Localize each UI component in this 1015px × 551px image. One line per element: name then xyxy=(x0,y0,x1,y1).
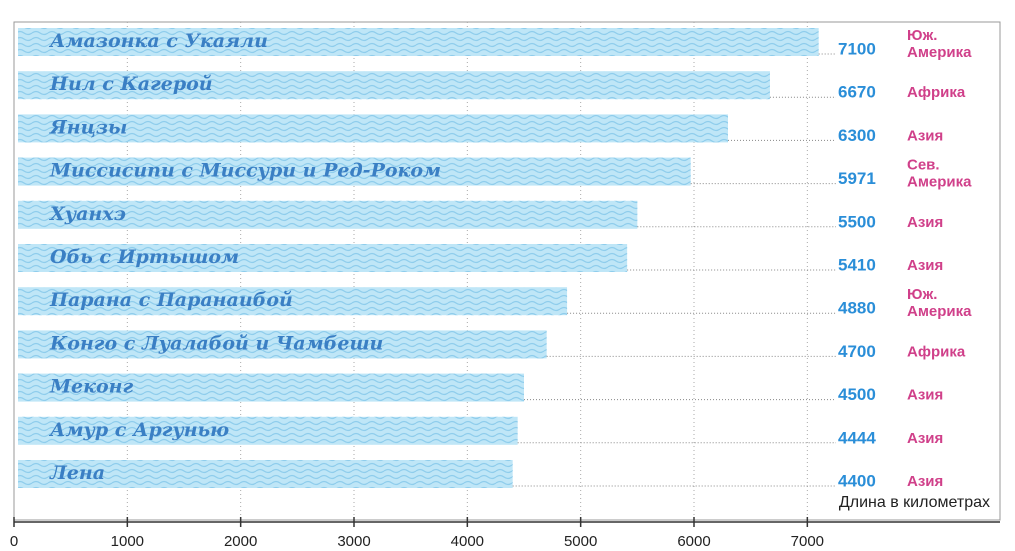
bar-texture xyxy=(18,330,547,359)
x-axis-label: Длина в километрах xyxy=(839,494,990,511)
river-name: Амазонка с Укаяли xyxy=(48,30,268,52)
value-label: 5410 xyxy=(838,255,876,274)
continent-label: Америка xyxy=(907,174,972,191)
x-tick-label: 7000 xyxy=(791,533,824,550)
plot-frame xyxy=(13,21,1001,521)
value-label: 4700 xyxy=(838,342,876,361)
value-label: 5500 xyxy=(838,212,876,231)
continent-label: Азия xyxy=(907,387,943,404)
x-tick-label: 3000 xyxy=(337,533,370,550)
continent-label: Азия xyxy=(907,127,943,144)
bar-texture xyxy=(18,114,728,143)
bar-texture xyxy=(18,244,628,272)
continent-label: Африка xyxy=(907,84,966,101)
river-name: Амур с Аргунью xyxy=(48,419,229,441)
value-label: 7100 xyxy=(838,39,876,58)
value-label: 4444 xyxy=(838,428,876,447)
x-tick-label: 2000 xyxy=(224,533,257,550)
continent-label: Америка xyxy=(907,44,972,61)
x-tick-label: 5000 xyxy=(564,533,597,550)
bar-texture xyxy=(18,416,518,445)
continent-label: Азия xyxy=(907,430,943,447)
value-label: 5971 xyxy=(838,169,876,188)
continent-label: Америка xyxy=(907,303,972,320)
continent-label: Африка xyxy=(907,343,966,360)
x-tick-label: 4000 xyxy=(451,533,484,550)
bar-texture xyxy=(18,460,513,488)
value-label: 4880 xyxy=(838,299,876,318)
river-name: Лена xyxy=(49,462,105,484)
river-name: Нил с Кагерой xyxy=(49,73,213,95)
river-name: Меконг xyxy=(49,376,134,398)
river-name: Хуанхэ xyxy=(49,203,126,225)
value-label: 6670 xyxy=(838,83,876,102)
continent-label: Азия xyxy=(907,473,943,490)
bar-texture xyxy=(18,71,770,100)
x-tick-label: 6000 xyxy=(677,533,710,550)
x-tick-label: 0 xyxy=(10,533,18,550)
river-name: Парана с Паранаибой xyxy=(49,289,293,311)
bar-texture xyxy=(18,200,638,229)
continent-label: Азия xyxy=(907,214,943,231)
value-label: 4500 xyxy=(838,385,876,404)
river-name: Янцзы xyxy=(49,116,127,138)
value-label: 6300 xyxy=(838,126,876,145)
value-label: 4400 xyxy=(838,471,876,490)
bar-texture xyxy=(18,28,819,56)
river-name: Конго с Луалабой и Чамбеши xyxy=(49,332,383,354)
continent-label: Сев. xyxy=(907,157,940,174)
bar-texture xyxy=(18,157,691,186)
bar-texture xyxy=(18,373,524,402)
river-name: Обь с Иртышом xyxy=(50,246,239,268)
continent-label: Юж. xyxy=(907,286,937,303)
bar-texture xyxy=(18,287,568,316)
x-tick-label: 1000 xyxy=(111,533,144,550)
continent-label: Азия xyxy=(907,257,943,274)
continent-label: Юж. xyxy=(907,27,937,44)
river-name: Миссисипи с Миссури и Ред-Роком xyxy=(49,160,441,182)
